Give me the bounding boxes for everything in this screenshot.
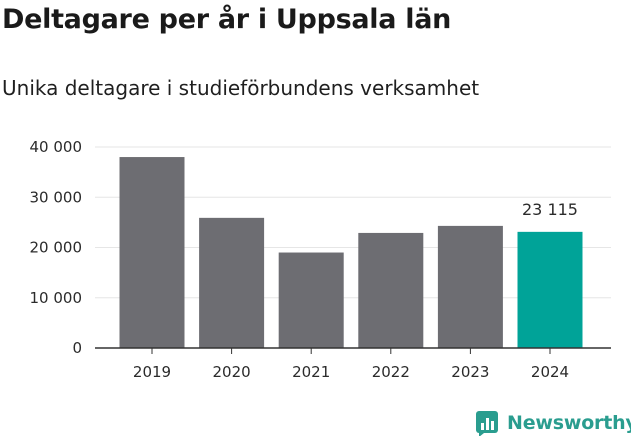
bar-2024 [517, 231, 583, 348]
y-tick-label: 20 000 [30, 239, 83, 257]
y-tick-labels: 0 10 000 20 000 30 000 40 000 [30, 138, 83, 357]
bar-2021 [278, 252, 344, 348]
data-label: 23 115 [522, 200, 578, 219]
bar-2022 [358, 232, 424, 348]
bar-2023 [437, 225, 503, 348]
x-tick-label: 2023 [451, 363, 489, 381]
x-tick-label: 2022 [372, 363, 410, 381]
newsworthy-logo-text: Newsworthy [507, 412, 631, 434]
bar-2020 [199, 217, 265, 348]
bars [119, 157, 583, 348]
chart-title: Deltagare per år i Uppsala län [2, 4, 452, 35]
chart-subtitle: Unika deltagare i studieförbundens verks… [2, 76, 480, 100]
y-tick-label: 10 000 [30, 289, 83, 307]
y-tick-label: 30 000 [30, 188, 83, 206]
x-tick-label: 2024 [531, 363, 569, 381]
y-tick-label: 40 000 [30, 138, 83, 156]
newsworthy-logo: Newsworthy [475, 409, 631, 437]
x-tick-label: 2020 [213, 363, 251, 381]
bar-2019 [119, 157, 185, 348]
data-labels: 23 115 [522, 200, 578, 219]
x-tick-label: 2021 [292, 363, 330, 381]
x-axis [95, 347, 611, 354]
x-tick-labels: 2019 2020 2021 2022 2023 2024 [133, 363, 569, 381]
x-tick-label: 2019 [133, 363, 171, 381]
newsworthy-logo-icon [476, 411, 498, 436]
y-tick-label: 0 [72, 339, 82, 357]
